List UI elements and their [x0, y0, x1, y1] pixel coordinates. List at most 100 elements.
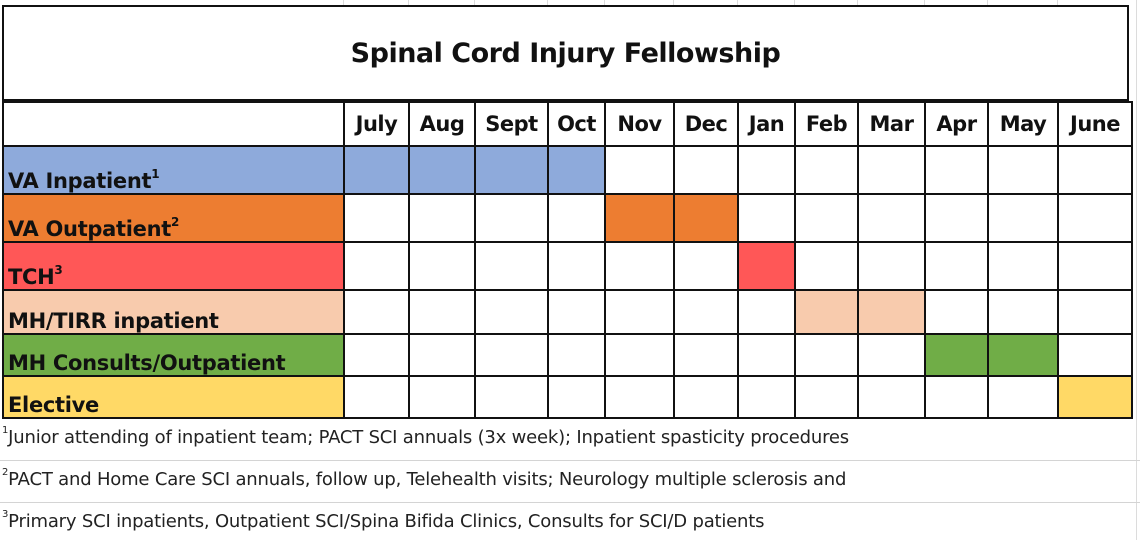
schedule-cell[interactable]: [673, 145, 739, 195]
schedule-cell[interactable]: [408, 375, 476, 419]
schedule-cell-active[interactable]: [604, 193, 675, 243]
schedule-cell[interactable]: [673, 333, 739, 377]
schedule-cell-active[interactable]: [673, 193, 739, 243]
schedule-cell-active[interactable]: [1057, 375, 1133, 419]
schedule-cell-active[interactable]: [408, 145, 476, 195]
month-header-oct[interactable]: Oct: [547, 101, 606, 147]
schedule-cell[interactable]: [547, 289, 606, 335]
schedule-cell[interactable]: [474, 333, 549, 377]
month-header-july[interactable]: July: [343, 101, 410, 147]
schedule-cell-active[interactable]: [987, 333, 1059, 377]
schedule-cell[interactable]: [408, 289, 476, 335]
schedule-cell[interactable]: [1057, 145, 1133, 195]
schedule-cell[interactable]: [1057, 333, 1133, 377]
schedule-cell[interactable]: [924, 241, 989, 291]
schedule-cell[interactable]: [987, 241, 1059, 291]
schedule-cell[interactable]: [547, 241, 606, 291]
month-header-nov[interactable]: Nov: [604, 101, 675, 147]
schedule-cell[interactable]: [987, 375, 1059, 419]
schedule-cell[interactable]: [794, 333, 859, 377]
schedule-cell[interactable]: [857, 193, 926, 243]
month-header-may[interactable]: May: [987, 101, 1059, 147]
schedule-cell[interactable]: [794, 145, 859, 195]
schedule-cell[interactable]: [343, 333, 410, 377]
schedule-cell[interactable]: [737, 333, 796, 377]
schedule-cell[interactable]: [1057, 241, 1133, 291]
month-header-aug[interactable]: Aug: [408, 101, 476, 147]
schedule-cell-active[interactable]: [924, 333, 989, 377]
schedule-cell[interactable]: [737, 145, 796, 195]
schedule-cell[interactable]: [737, 289, 796, 335]
schedule-cell-active[interactable]: [547, 145, 606, 195]
schedule-cell[interactable]: [673, 375, 739, 419]
schedule-cell[interactable]: [343, 241, 410, 291]
gridline: [474, 0, 475, 5]
schedule-cell[interactable]: [857, 333, 926, 377]
schedule-cell[interactable]: [924, 193, 989, 243]
schedule-cell[interactable]: [604, 145, 675, 195]
footnote-2[interactable]: 2PACT and Home Care SCI annuals, follow …: [2, 467, 1129, 490]
schedule-cell[interactable]: [987, 193, 1059, 243]
footnote-marker: 3: [2, 509, 9, 520]
schedule-cell[interactable]: [794, 193, 859, 243]
month-header-june[interactable]: June: [1057, 101, 1133, 147]
schedule-cell-active[interactable]: [343, 145, 410, 195]
schedule-cell-active[interactable]: [857, 289, 926, 335]
month-header-feb[interactable]: Feb: [794, 101, 859, 147]
month-header-sept[interactable]: Sept: [474, 101, 549, 147]
footnote-1[interactable]: 1Junior attending of inpatient team; PAC…: [2, 425, 1129, 448]
schedule-cell[interactable]: [857, 375, 926, 419]
schedule-cell[interactable]: [604, 333, 675, 377]
schedule-cell[interactable]: [1057, 289, 1133, 335]
gridline: [343, 0, 344, 5]
schedule-cell[interactable]: [924, 145, 989, 195]
schedule-cell-active[interactable]: [737, 241, 796, 291]
schedule-cell[interactable]: [343, 193, 410, 243]
rotation-label-cell[interactable]: VA Inpatient1: [2, 145, 345, 195]
month-header-mar[interactable]: Mar: [857, 101, 926, 147]
schedule-cell[interactable]: [604, 241, 675, 291]
rotation-label-cell[interactable]: Elective: [2, 375, 345, 419]
schedule-cell[interactable]: [604, 289, 675, 335]
rotation-label-cell[interactable]: MH/TIRR inpatient: [2, 289, 345, 335]
schedule-cell[interactable]: [737, 375, 796, 419]
schedule-title-cell[interactable]: Spinal Cord Injury Fellowship: [2, 5, 1129, 101]
rotation-row: VA Inpatient1: [2, 145, 1133, 195]
schedule-cell[interactable]: [604, 375, 675, 419]
schedule-cell[interactable]: [408, 193, 476, 243]
month-header-apr[interactable]: Apr: [924, 101, 989, 147]
schedule-cell[interactable]: [547, 333, 606, 377]
schedule-cell-active[interactable]: [474, 145, 549, 195]
schedule-cell[interactable]: [673, 289, 739, 335]
month-header-jan[interactable]: Jan: [737, 101, 796, 147]
schedule-cell[interactable]: [1057, 193, 1133, 243]
schedule-cell[interactable]: [857, 241, 926, 291]
schedule-cell[interactable]: [474, 289, 549, 335]
schedule-cell[interactable]: [737, 193, 796, 243]
schedule-cell-active[interactable]: [794, 289, 859, 335]
schedule-cell[interactable]: [547, 193, 606, 243]
rotation-label-cell[interactable]: MH Consults/Outpatient: [2, 333, 345, 377]
schedule-cell[interactable]: [343, 289, 410, 335]
schedule-cell[interactable]: [794, 241, 859, 291]
rotation-label-cell[interactable]: TCH3: [2, 241, 345, 291]
month-header-dec[interactable]: Dec: [673, 101, 739, 147]
schedule-cell[interactable]: [474, 241, 549, 291]
schedule-cell[interactable]: [794, 375, 859, 419]
rotation-label-cell[interactable]: VA Outpatient2: [2, 193, 345, 243]
schedule-cell[interactable]: [857, 145, 926, 195]
schedule-cell[interactable]: [343, 375, 410, 419]
schedule-cell[interactable]: [987, 145, 1059, 195]
schedule-cell[interactable]: [924, 375, 989, 419]
rotation-label: TCH: [8, 265, 55, 289]
schedule-cell[interactable]: [408, 333, 476, 377]
corner-cell[interactable]: [2, 101, 345, 147]
schedule-cell[interactable]: [408, 241, 476, 291]
schedule-cell[interactable]: [673, 241, 739, 291]
schedule-cell[interactable]: [474, 375, 549, 419]
schedule-cell[interactable]: [547, 375, 606, 419]
schedule-cell[interactable]: [987, 289, 1059, 335]
schedule-cell[interactable]: [924, 289, 989, 335]
footnote-3[interactable]: 3Primary SCI inpatients, Outpatient SCI/…: [2, 509, 1129, 532]
schedule-cell[interactable]: [474, 193, 549, 243]
